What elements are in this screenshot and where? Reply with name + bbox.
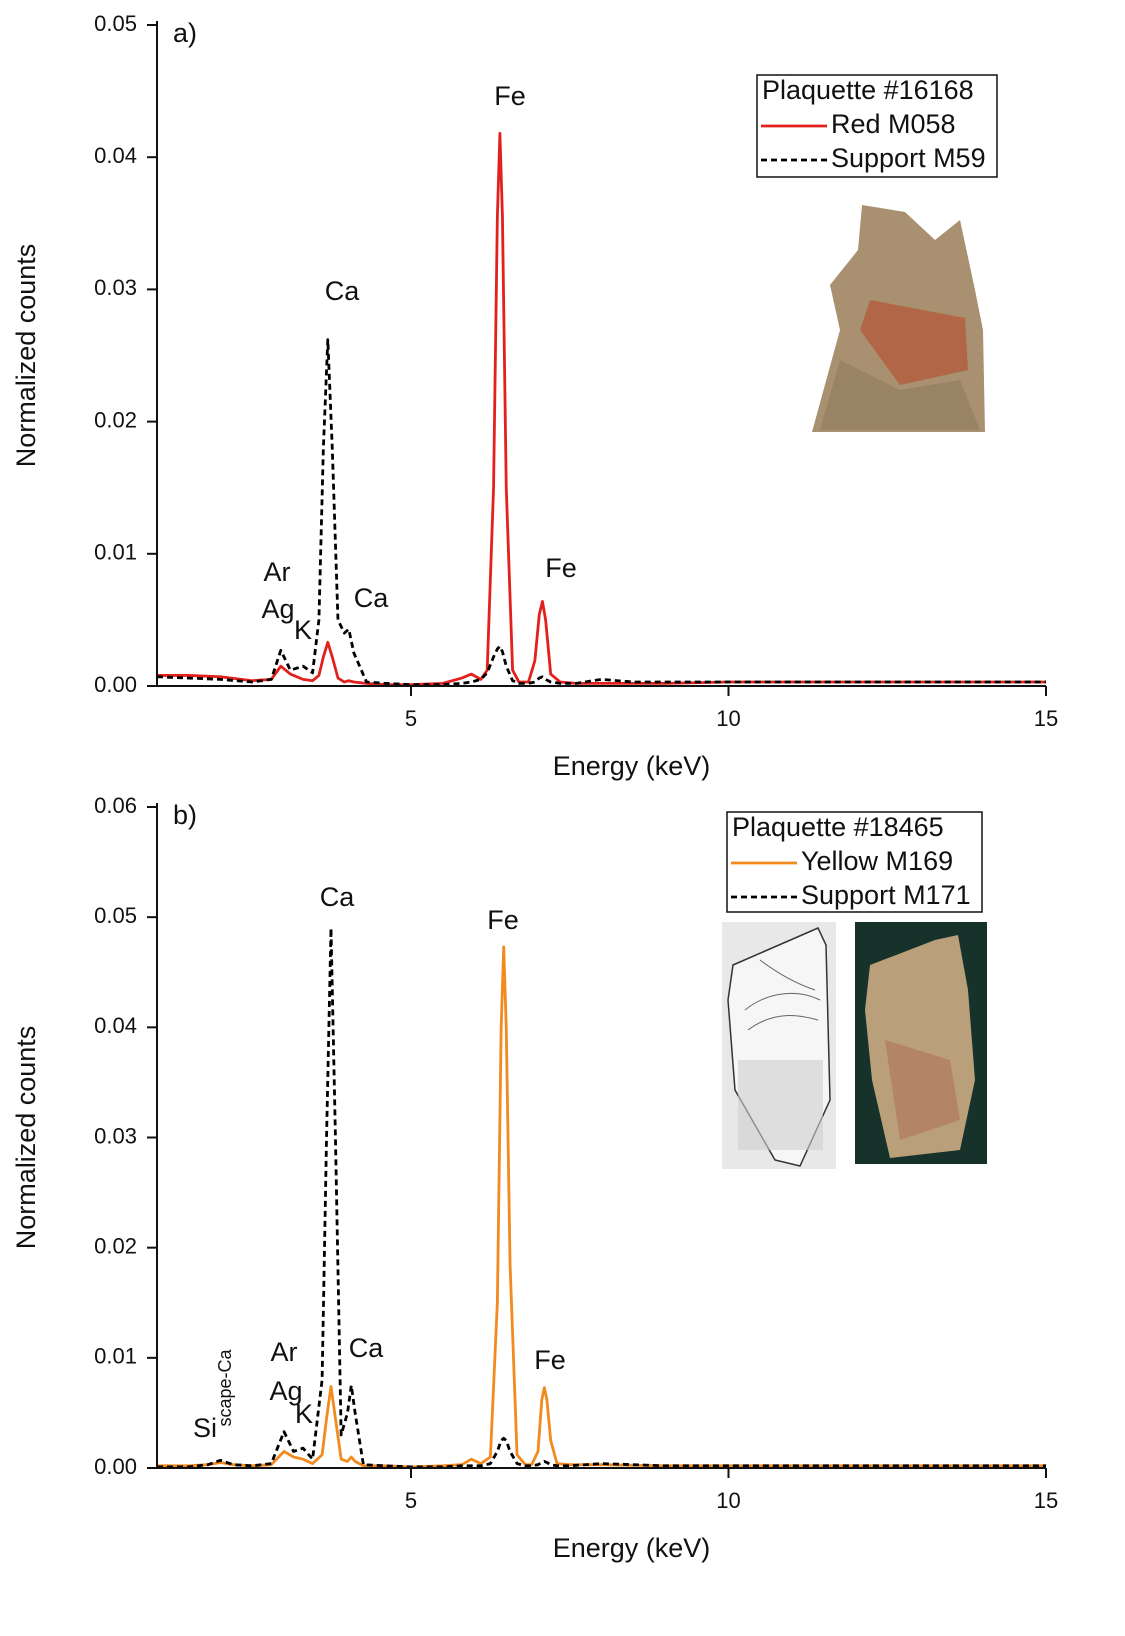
sample-drawing bbox=[722, 922, 836, 1169]
peak-annotation: Ag bbox=[261, 594, 294, 624]
y-axis-label: Normalized counts bbox=[11, 244, 41, 468]
y-tick-label: 0.02 bbox=[94, 407, 137, 432]
x-axis-label: Energy (keV) bbox=[553, 1533, 711, 1563]
peak-annotation: Ca bbox=[354, 583, 389, 613]
peak-annotation: K bbox=[295, 1399, 313, 1429]
legend: Plaquette #16168 Red M058 Support M59 bbox=[757, 75, 997, 177]
legend-entry: Red M058 bbox=[831, 109, 956, 139]
legend-title: Plaquette #16168 bbox=[762, 75, 974, 105]
y-tick-label: 0.05 bbox=[94, 11, 137, 36]
legend-entry: Support M171 bbox=[801, 880, 971, 910]
peak-annotation: Ca bbox=[349, 1333, 384, 1363]
panel-label: b) bbox=[173, 800, 197, 830]
panel-label: a) bbox=[173, 18, 197, 48]
x-tick-label: 10 bbox=[716, 706, 740, 731]
y-tick-label: 0.04 bbox=[94, 1013, 137, 1038]
y-tick-label: 0.00 bbox=[94, 1454, 137, 1479]
y-tick-label: 0.03 bbox=[94, 1123, 137, 1148]
peak-annotation: Si bbox=[193, 1413, 217, 1443]
peak-annotation: Fe bbox=[534, 1345, 566, 1375]
peak-annotation: Fe bbox=[545, 553, 577, 583]
y-tick-label: 0.06 bbox=[94, 793, 137, 818]
y-tick-label: 0.02 bbox=[94, 1233, 137, 1258]
legend-entry: Yellow M169 bbox=[801, 846, 953, 876]
y-axis-label: Normalized counts bbox=[11, 1026, 41, 1250]
y-tick-label: 0.01 bbox=[94, 540, 137, 565]
x-axis-label: Energy (keV) bbox=[553, 751, 711, 781]
y-tick-label: 0.04 bbox=[94, 143, 137, 168]
sample-photo bbox=[812, 202, 988, 433]
peak-annotation: scape-Ca bbox=[215, 1348, 235, 1426]
figure: 0.00 0.01 0.02 0.03 0.04 0.05 5 10 15 Energy (keV… bbox=[0, 0, 1125, 1636]
peak-annotation: K bbox=[294, 615, 312, 645]
legend-title: Plaquette #18465 bbox=[732, 812, 944, 842]
y-tick-label: 0.05 bbox=[94, 903, 137, 928]
peak-annotation: Fe bbox=[494, 81, 526, 111]
legend: Plaquette #18465 Yellow M169 Support M171 bbox=[727, 812, 982, 912]
x-tick-label: 10 bbox=[716, 1488, 740, 1513]
peak-annotation: Ar bbox=[264, 557, 291, 587]
x-tick-label: 15 bbox=[1034, 1488, 1058, 1513]
peak-annotation: Ca bbox=[320, 882, 355, 912]
y-tick-label: 0.03 bbox=[94, 275, 137, 300]
legend-entry: Support M59 bbox=[831, 143, 986, 173]
x-tick-label: 5 bbox=[405, 1488, 417, 1513]
y-tick-label: 0.00 bbox=[94, 672, 137, 697]
sample-photo bbox=[855, 922, 987, 1164]
x-tick-label: 5 bbox=[405, 706, 417, 731]
x-tick-label: 15 bbox=[1034, 706, 1058, 731]
peak-annotation: Ca bbox=[325, 276, 360, 306]
y-tick-label: 0.01 bbox=[94, 1344, 137, 1369]
peak-annotation: Ar bbox=[271, 1337, 298, 1367]
peak-annotation: Fe bbox=[487, 905, 519, 935]
